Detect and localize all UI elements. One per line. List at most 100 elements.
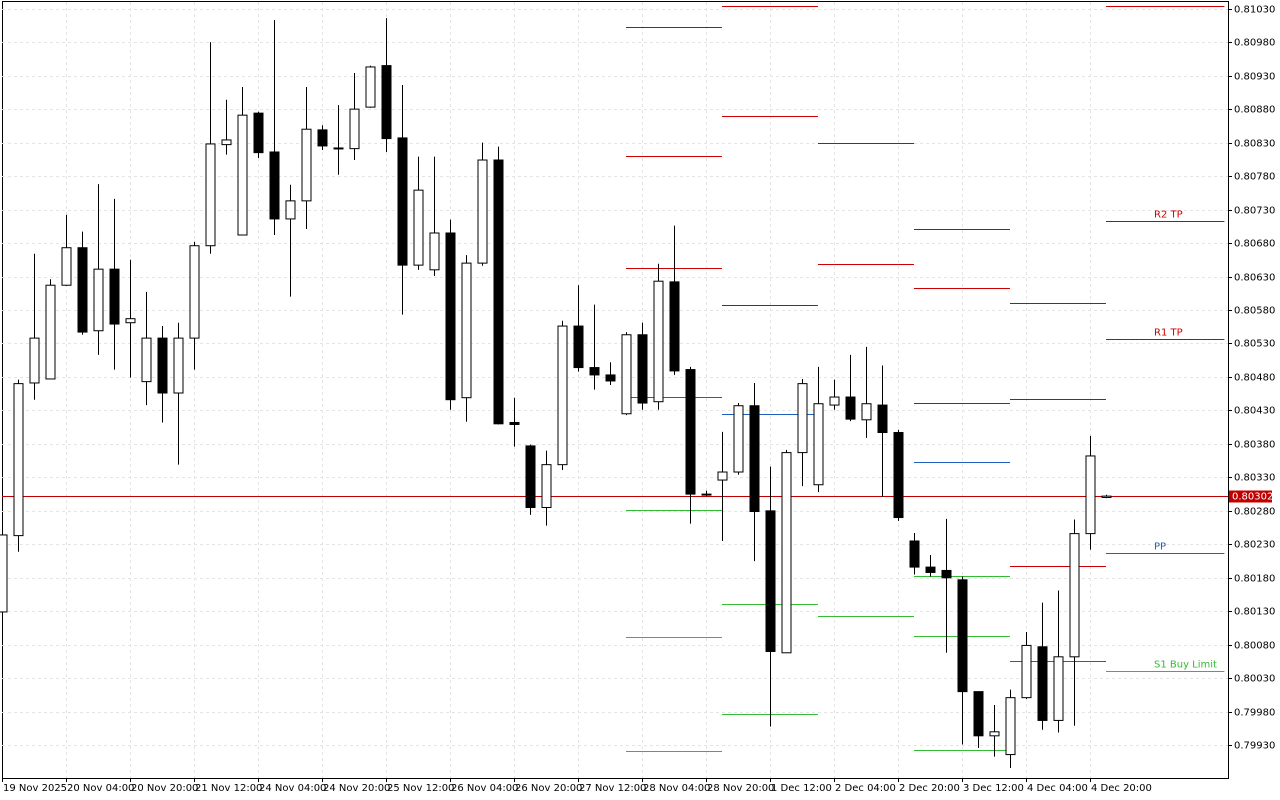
candle-body <box>813 403 824 486</box>
candle-body <box>413 189 424 266</box>
y-tick-label: 0.79930 <box>1234 741 1275 752</box>
candle-body <box>525 445 536 509</box>
candle-body <box>237 114 248 236</box>
y-tick-label: 0.80730 <box>1234 206 1275 217</box>
candle-body <box>13 383 24 537</box>
candle-body <box>221 139 232 146</box>
candle-body <box>205 143 216 247</box>
candle-body <box>61 247 72 286</box>
candle-body <box>477 159 488 264</box>
level-label: S1 Buy Limit <box>1154 660 1217 671</box>
candle-body <box>189 245 200 339</box>
candle-body <box>653 280 664 403</box>
candle-body <box>253 112 264 154</box>
candle-body <box>0 534 8 613</box>
x-tick-label: 24 Nov 20:00 <box>323 783 390 794</box>
y-tick-label: 0.80080 <box>1234 641 1275 652</box>
candle-body <box>301 128 312 202</box>
y-tick-label: 0.80980 <box>1234 38 1275 49</box>
candle-body <box>45 284 56 380</box>
x-tick-label: 24 Nov 04:00 <box>259 783 326 794</box>
y-tick-label: 0.80480 <box>1234 373 1275 384</box>
y-tick-label: 0.80030 <box>1234 674 1275 685</box>
level-label: R1 TP <box>1154 328 1183 339</box>
x-tick-label: 28 Nov 04:00 <box>643 783 710 794</box>
y-tick-label: 0.80380 <box>1234 440 1275 451</box>
y-tick-label: 0.80780 <box>1234 172 1275 183</box>
current-price-label: 0.80302 <box>1232 492 1273 503</box>
candle-body <box>909 540 920 568</box>
candle-body <box>1021 644 1032 699</box>
current-price-badge <box>1229 490 1272 503</box>
candle-body <box>29 337 40 384</box>
candle-body <box>877 404 888 434</box>
candle-body <box>109 268 120 325</box>
candle-body <box>1101 495 1112 498</box>
candle-body <box>461 262 472 399</box>
candle-body <box>173 337 184 394</box>
candle-body <box>141 337 152 383</box>
y-tick-label: 0.80830 <box>1234 139 1275 150</box>
candle-body <box>573 325 584 369</box>
candle-body <box>621 334 632 415</box>
level-label: PP <box>1154 542 1166 553</box>
y-tick-label: 0.80530 <box>1234 339 1275 350</box>
candle-body <box>557 325 568 466</box>
x-tick-label: 26 Nov 04:00 <box>451 783 518 794</box>
x-tick-label: 28 Nov 20:00 <box>707 783 774 794</box>
candle-body <box>285 200 296 220</box>
candle-body <box>925 566 936 573</box>
level-label: R2 TP <box>1154 210 1183 221</box>
candle-body <box>381 65 392 140</box>
candle-body <box>429 232 440 271</box>
candle-body <box>445 232 456 401</box>
y-tick-label: 0.80580 <box>1234 306 1275 317</box>
x-tick-label: 20 Nov 20:00 <box>131 783 198 794</box>
y-tick-label: 0.80230 <box>1234 540 1275 551</box>
candle-body <box>717 471 728 481</box>
x-tick-label: 25 Nov 12:00 <box>387 783 454 794</box>
x-tick-label: 1 Dec 12:00 <box>771 783 832 794</box>
candle-body <box>509 421 520 425</box>
y-tick-label: 0.80930 <box>1234 72 1275 83</box>
x-tick-label: 3 Dec 12:00 <box>963 783 1024 794</box>
candle-body <box>1005 697 1016 756</box>
x-tick-label: 19 Nov 2025 <box>3 783 67 794</box>
candle-body <box>605 374 616 382</box>
candle-body <box>861 403 872 421</box>
candle-body <box>845 396 856 420</box>
candle-body <box>1037 646 1048 721</box>
candle-body <box>781 452 792 654</box>
candle-body <box>1085 455 1096 535</box>
candle-body <box>157 337 168 394</box>
candle-body <box>669 281 680 372</box>
candle-body <box>797 383 808 454</box>
x-tick-label: 21 Nov 12:00 <box>195 783 262 794</box>
candle-body <box>685 369 696 495</box>
y-tick-label: 0.80430 <box>1234 406 1275 417</box>
candle-body <box>701 493 712 496</box>
candle-body <box>269 151 280 220</box>
x-tick-label: 4 Dec 20:00 <box>1091 783 1152 794</box>
candle-body <box>957 579 968 693</box>
candle-body <box>1053 656 1064 721</box>
candle-body <box>349 108 360 150</box>
candle-body <box>989 731 1000 737</box>
candle-body <box>93 268 104 332</box>
candle-body <box>765 510 776 652</box>
y-tick-label: 0.80680 <box>1234 239 1275 250</box>
y-tick-label: 0.80280 <box>1234 507 1275 518</box>
x-tick-label: 20 Nov 04:00 <box>67 783 134 794</box>
candle-body <box>125 318 136 324</box>
candle-body <box>333 147 344 150</box>
candle-body <box>829 396 840 406</box>
candle-body <box>365 66 376 108</box>
candle-body <box>77 247 88 333</box>
x-tick-label: 2 Dec 20:00 <box>899 783 960 794</box>
x-tick-label: 27 Nov 12:00 <box>579 783 646 794</box>
y-tick-label: 0.80880 <box>1234 105 1275 116</box>
candle-body <box>397 137 408 266</box>
y-tick-label: 0.79980 <box>1234 708 1275 719</box>
